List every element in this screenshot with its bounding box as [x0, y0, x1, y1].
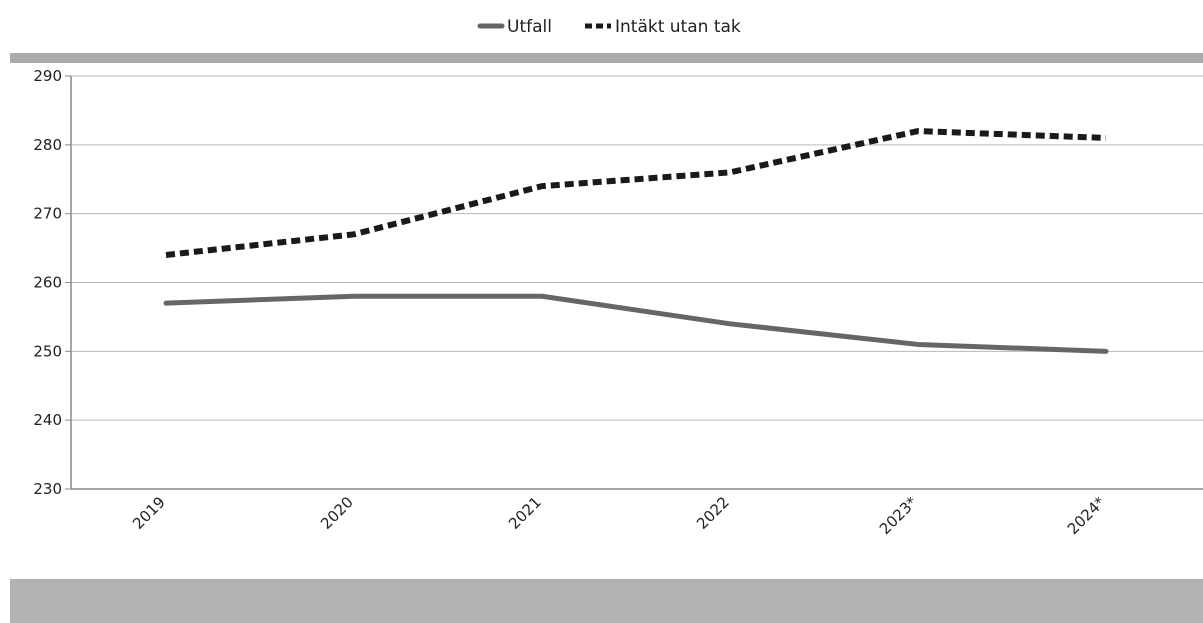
y-tick-label: 230 [33, 480, 62, 498]
y-tick-label: 260 [33, 274, 62, 292]
x-axis-ticks: 2019 2020 2021 2022 2023* 2024* [129, 493, 1109, 538]
top-band [10, 53, 1203, 63]
y-tick-label: 240 [33, 411, 62, 429]
legend-label-intakt-utan-tak: Intäkt utan tak [615, 17, 741, 37]
y-tick-label: 290 [33, 67, 62, 85]
x-tick-label: 2022 [693, 493, 733, 533]
x-tick-label: 2023* [876, 493, 921, 538]
series-line-intakt-utan-tak [165, 128, 1107, 258]
bottom-band [10, 579, 1203, 623]
y-tick-label: 270 [33, 205, 62, 223]
series-line-utfall [163, 293, 1109, 354]
gridlines [71, 75, 1203, 421]
x-tick-label: 2020 [317, 493, 357, 533]
legend-label-utfall: Utfall [507, 17, 552, 37]
y-tick-label: 280 [33, 136, 62, 154]
y-tick-label: 250 [33, 342, 62, 360]
x-tick-label: 2019 [129, 493, 169, 533]
x-tick-label: 2021 [505, 493, 545, 533]
legend: Utfall Intäkt utan tak [477, 17, 741, 37]
y-axis-ticks: 230 240 250 260 270 280 290 [33, 67, 71, 498]
series-lines [163, 128, 1109, 354]
x-tick-label: 2024* [1064, 493, 1109, 538]
